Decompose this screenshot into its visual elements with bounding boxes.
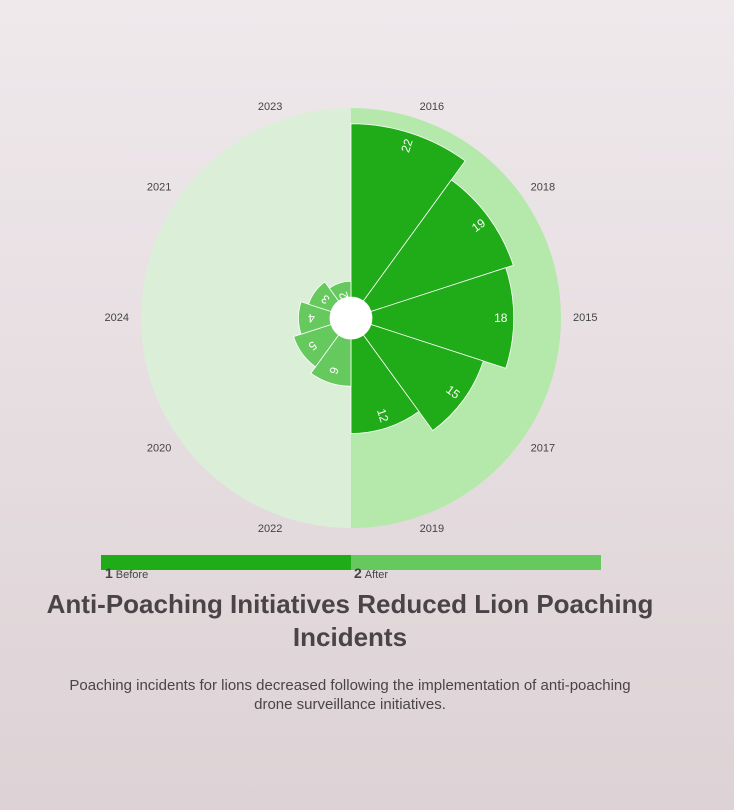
legend-swatch-after xyxy=(351,555,601,570)
bar-value-label: 22 xyxy=(398,137,416,154)
legend-label: Before xyxy=(115,569,149,581)
group-background-after xyxy=(141,108,351,528)
legend-number: 1 xyxy=(105,565,113,581)
year-label: 2015 xyxy=(573,312,597,324)
bar-value-label: 2 xyxy=(336,290,351,301)
legend: 1 Before 2 After xyxy=(101,555,601,581)
bar-value-label: 4 xyxy=(308,311,315,325)
year-label: 2020 xyxy=(147,442,171,454)
legend-label: After xyxy=(364,569,389,581)
chart-bars xyxy=(293,123,515,434)
legend-item-after: 2 After xyxy=(354,565,388,583)
year-label: 2022 xyxy=(258,523,282,535)
year-label: 2024 xyxy=(105,312,129,324)
year-label: 2016 xyxy=(420,101,444,113)
year-label: 2021 xyxy=(147,182,171,194)
year-label: 2023 xyxy=(258,101,282,113)
year-label: 2018 xyxy=(531,182,555,194)
bar-value-label: 6 xyxy=(326,365,341,376)
year-label: 2017 xyxy=(531,442,555,454)
bar-value-label: 18 xyxy=(494,311,508,325)
bar-value-label: 12 xyxy=(374,407,392,424)
legend-item-before: 1 Before xyxy=(105,565,148,583)
legend-number: 2 xyxy=(354,565,362,581)
year-label: 2019 xyxy=(420,523,444,535)
chart-title: Anti-Poaching Initiatives Reduced Lion P… xyxy=(46,589,654,652)
center-hole xyxy=(330,297,372,339)
legend-swatch-before xyxy=(101,555,351,570)
chart-subtitle: Poaching incidents for lions decreased f… xyxy=(69,677,631,713)
